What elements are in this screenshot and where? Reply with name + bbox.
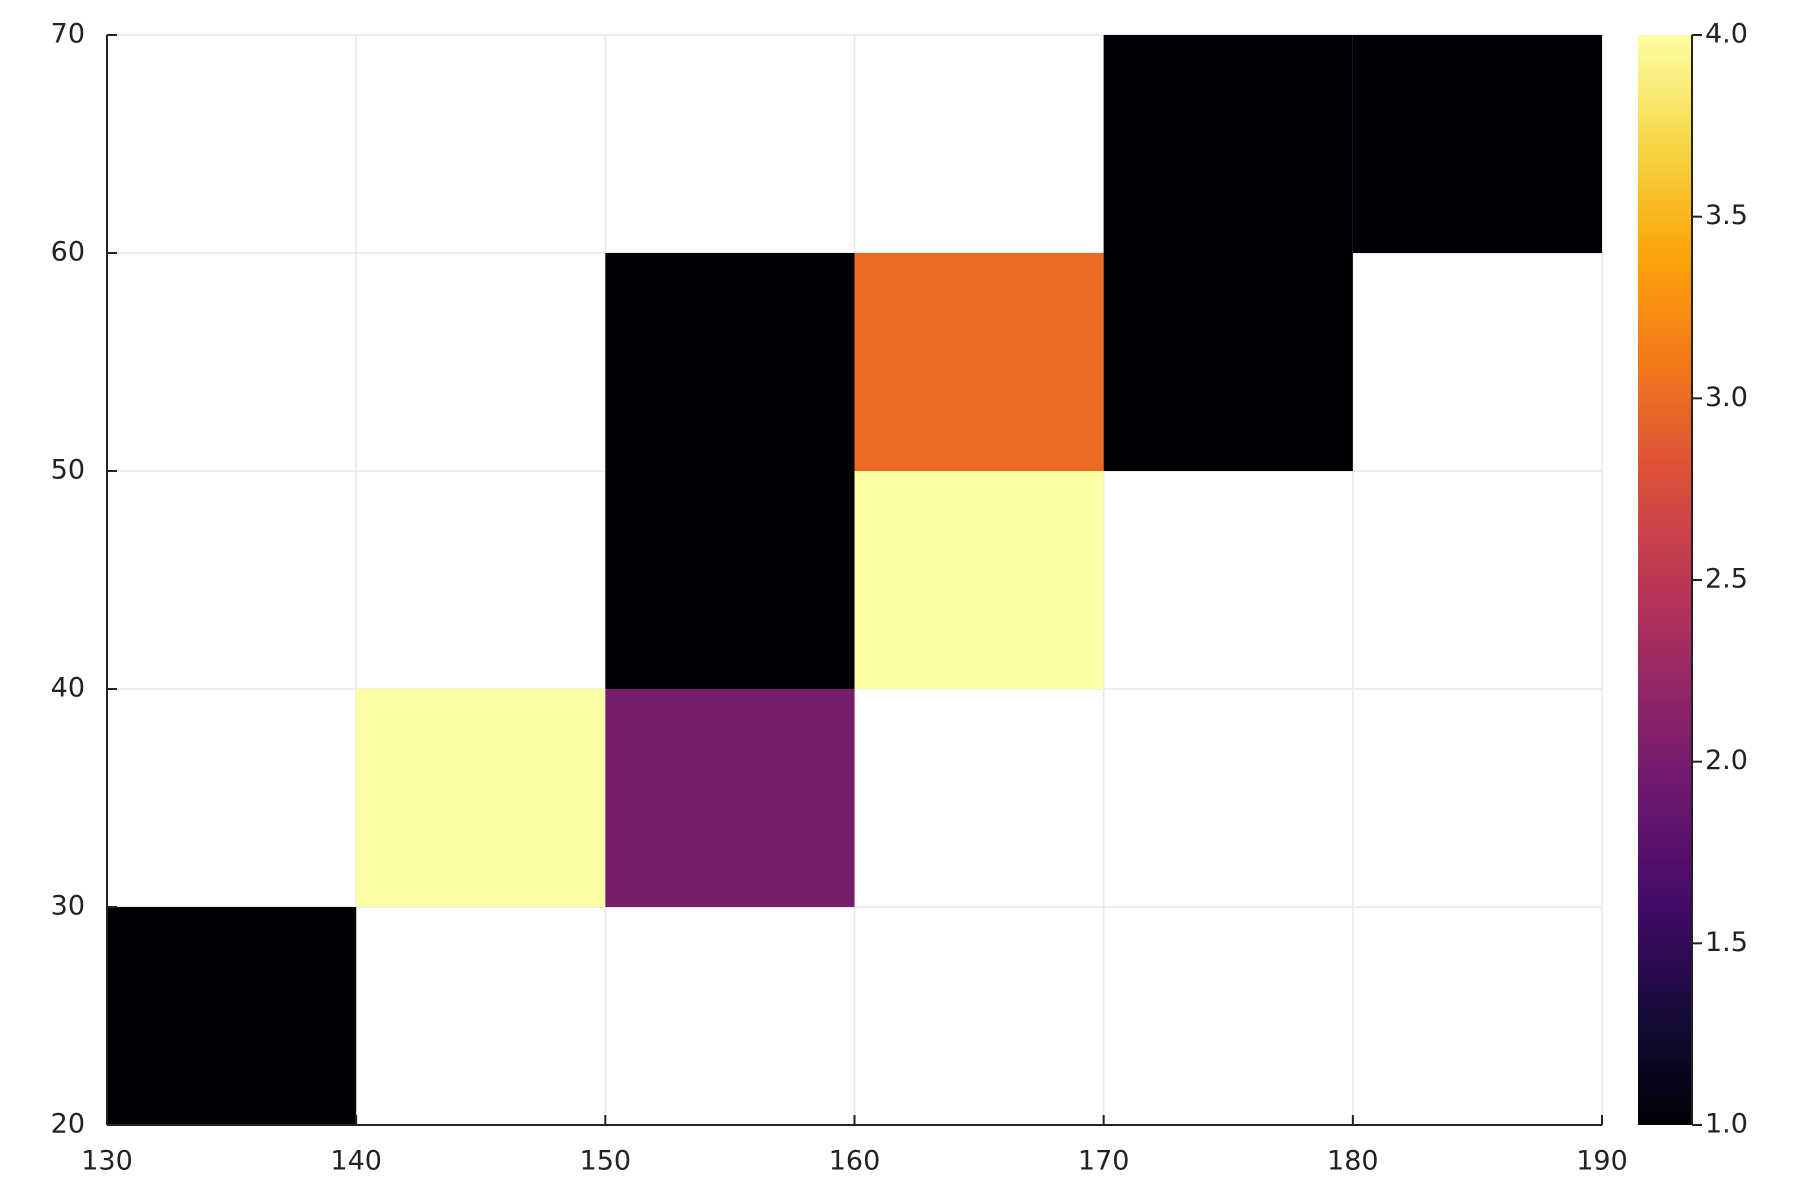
heatmap-cell — [1352, 35, 1602, 253]
heatmap-cell — [854, 253, 1104, 471]
colorbar-tick-label: 4.0 — [1705, 19, 1748, 50]
heatmap-cell — [605, 253, 855, 471]
colorbar — [1638, 35, 1692, 1125]
x-tick-label: 130 — [81, 1146, 133, 1177]
y-tick-label: 40 — [51, 673, 85, 704]
heatmap-cell — [356, 689, 606, 907]
y-tick-label: 30 — [51, 891, 85, 922]
y-tick-label: 60 — [51, 237, 85, 268]
heatmap-cell — [1103, 35, 1353, 253]
heatmap-cell — [107, 907, 357, 1125]
x-tick-label: 150 — [580, 1146, 632, 1177]
heatmap-cell — [605, 689, 855, 907]
y-tick-label: 20 — [51, 1109, 85, 1140]
colorbar-tick-label: 3.0 — [1705, 382, 1748, 413]
x-tick-label: 190 — [1576, 1146, 1628, 1177]
heatmap-cell — [854, 471, 1104, 689]
heatmap-cell — [1103, 253, 1353, 471]
x-tick-label: 170 — [1078, 1146, 1130, 1177]
x-tick-label: 140 — [330, 1146, 382, 1177]
colorbar-tick-label: 2.0 — [1705, 745, 1748, 776]
colorbar-tick-label: 2.5 — [1705, 564, 1748, 595]
x-tick-label: 180 — [1327, 1146, 1379, 1177]
colorbar-tick-label: 1.0 — [1705, 1109, 1748, 1140]
colorbar-tick-label: 3.5 — [1705, 200, 1748, 231]
heatmap-cell — [605, 471, 855, 689]
y-tick-label: 50 — [51, 455, 85, 486]
colorbar-tick-label: 1.5 — [1705, 927, 1748, 958]
y-tick-label: 70 — [51, 19, 85, 50]
x-tick-label: 160 — [829, 1146, 881, 1177]
